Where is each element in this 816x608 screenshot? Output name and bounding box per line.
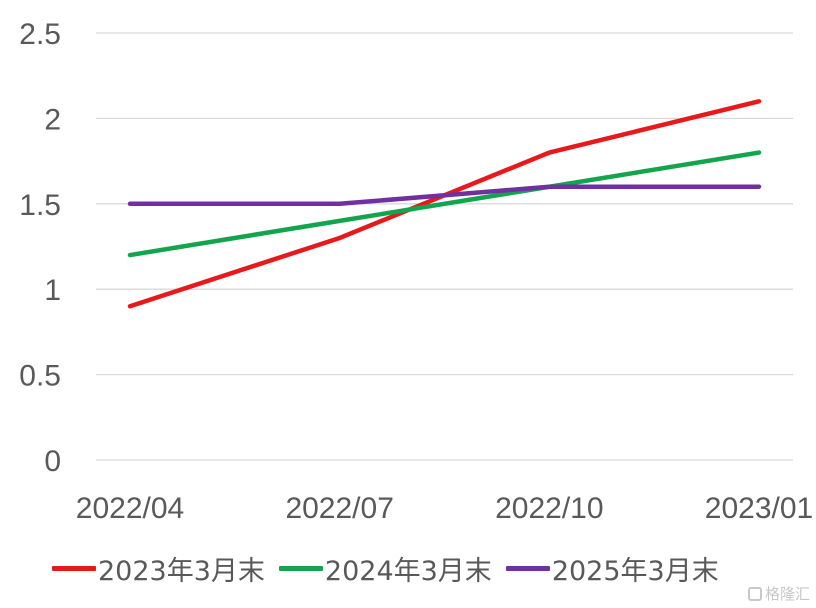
legend-swatch-2: [505, 565, 550, 571]
series-line-1: [127, 150, 762, 258]
y-axis-ticks: 0 0.5 1 1.5 2 2.5: [19, 18, 61, 478]
legend-swatch-0: [52, 565, 96, 571]
x-tick-label-1: 2022/07: [285, 492, 393, 525]
x-tick-label-2: 2022/10: [495, 492, 603, 525]
legend-item-1: 2024年3月末: [278, 549, 492, 588]
watermark-text: 格隆汇: [764, 585, 810, 603]
x-tick-label-0: 2022/04: [76, 492, 184, 525]
watermark: 格隆汇: [747, 583, 810, 604]
grid-lines: [96, 32, 793, 461]
legend-item-0: 2023年3月末: [52, 549, 265, 588]
y-tick-label-5: 2.5: [19, 18, 61, 51]
series-line-2: [127, 184, 762, 207]
y-tick-label-3: 1.5: [19, 189, 61, 222]
y-tick-label-4: 2: [44, 103, 61, 136]
x-tick-label-3: 2023/01: [705, 492, 813, 525]
series-lines: [127, 99, 762, 309]
line-chart: 0 0.5 1 1.5 2 2.5 2022/04 2022/07 2022/10 2023/0…: [19, 18, 813, 525]
legend-label-0: 2023年3月末: [98, 555, 265, 587]
y-tick-label-0: 0: [44, 445, 61, 478]
y-tick-label-2: 1: [44, 274, 61, 307]
legend-label-1: 2024年3月末: [324, 555, 492, 587]
glh-logo-icon: [747, 586, 762, 601]
legend: 2023年3月末 2024年3月末 2025年3月末: [52, 548, 719, 588]
x-axis-ticks: 2022/04 2022/07 2022/10 2023/01: [76, 492, 813, 525]
legend-swatch-1: [278, 565, 323, 571]
y-tick-label-1: 0.5: [19, 360, 61, 393]
legend-label-2: 2025年3月末: [551, 555, 719, 587]
legend-item-2: 2025年3月末: [505, 549, 719, 588]
